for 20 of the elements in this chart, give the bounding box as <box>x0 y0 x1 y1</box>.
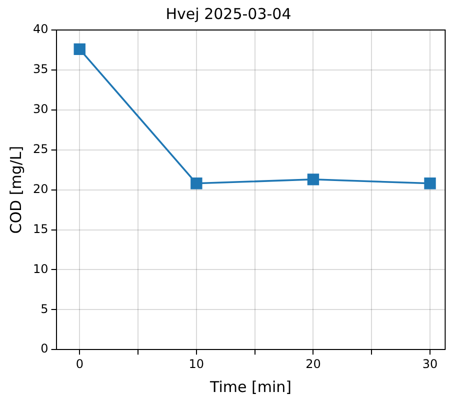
x-tick-label: 0 <box>76 356 84 371</box>
point <box>424 178 436 190</box>
x-tick-label: 10 <box>188 356 204 371</box>
y-tick-label: 30 <box>32 102 48 116</box>
y-tick-label: 35 <box>32 62 48 76</box>
y-tick-label: 25 <box>32 142 48 156</box>
y-tick-label: 40 <box>32 22 48 36</box>
y-tick-label: 0 <box>40 342 48 356</box>
x-axis-title: Time [min] <box>209 378 292 396</box>
y-tick-label: 10 <box>32 262 48 276</box>
point <box>190 178 202 190</box>
x-tick-label: 20 <box>306 356 321 371</box>
x-tick-label: 30 <box>422 356 438 371</box>
y-tick-label: 15 <box>32 222 48 236</box>
point <box>74 43 86 56</box>
chart-title: Hvej 2025-03-04 <box>166 4 292 23</box>
y-axis-title: COD [mg/L] <box>6 146 25 234</box>
point <box>307 174 320 186</box>
y-tick-label: 20 <box>32 182 48 196</box>
y-tick-label: 5 <box>40 302 48 316</box>
